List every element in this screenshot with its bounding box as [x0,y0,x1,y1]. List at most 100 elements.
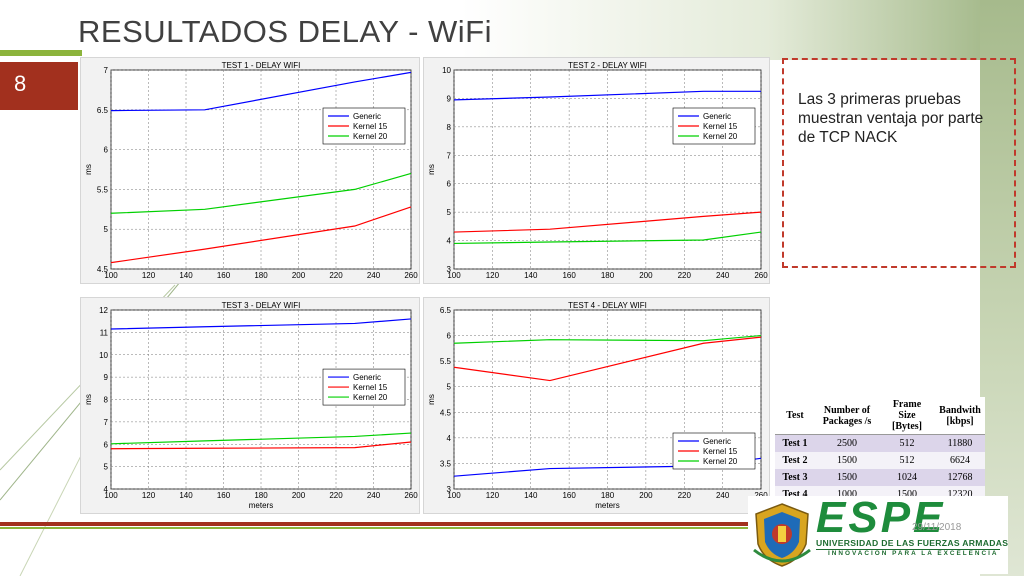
y-tick-label: 10 [99,351,108,360]
x-tick-label: 220 [678,271,692,280]
y-tick-label: 4.5 [440,408,452,417]
chart-title: TEST 2 - DELAY WIFI [568,61,647,70]
table-row: Test 1 2500 512 11880 [775,434,985,452]
y-tick-label: 4.5 [97,265,109,274]
series-line [110,432,412,445]
y-tick-label: 7 [447,151,452,160]
x-tick-label: 120 [486,271,500,280]
series-line [453,211,762,233]
y-tick-label: 12 [99,306,108,315]
x-tick-label: 160 [217,271,231,280]
legend-label: Kernel 15 [353,383,388,392]
legend-label: Generic [703,112,731,121]
y-axis-label: ms [84,394,93,405]
series-line [110,318,412,330]
table-cell: Test 3 [775,468,815,486]
title-accent-stripe [0,50,82,56]
x-tick-label: 120 [142,491,156,500]
x-tick-label: 120 [142,271,156,280]
legend-label: Kernel 20 [703,457,738,466]
x-tick-label: 220 [329,491,343,500]
x-tick-label: 260 [404,271,418,280]
x-tick-label: 160 [562,491,576,500]
x-axis-label: meters [249,501,273,510]
series-line [110,206,412,264]
y-tick-label: 3.5 [440,459,452,468]
table-cell: Test 2 [775,451,815,469]
header-background [0,0,1024,60]
chart-test-3: 100 120 140 160 180 200 220 240 260 4 5 6 7 8 9 10 11 12 T… [80,297,420,514]
right-decor-band [980,0,1024,576]
y-tick-label: 8 [104,396,109,405]
table-cell: 11880 [935,434,985,452]
y-axis-label: ms [84,164,93,175]
x-tick-label: 100 [104,491,118,500]
slide-number: 8 [0,62,78,110]
x-tick-label: 260 [754,491,768,500]
table-header-cell: Bandwith [kbps] [935,397,985,435]
y-tick-label: 8 [447,123,452,132]
logo-divider [816,549,1000,550]
y-tick-label: 5 [447,208,452,217]
logo-motto: INNOVACIÓN PARA LA EXCELENCIA [828,550,999,557]
x-tick-label: 240 [716,271,730,280]
table-cell: 12768 [935,468,985,486]
note-text: Las 3 primeras pruebas muestran ventaja … [798,91,984,146]
x-tick-label: 240 [716,491,730,500]
table-cell: 1500 [815,451,879,469]
x-tick-label: 180 [254,271,268,280]
y-tick-label: 6.5 [97,106,109,115]
x-tick-label: 100 [447,491,461,500]
y-tick-label: 6 [447,332,452,341]
series-line [453,336,762,382]
table-cell: 1024 [879,468,935,486]
legend-label: Generic [703,437,731,446]
y-tick-label: 5.5 [97,185,109,194]
x-tick-label: 220 [329,271,343,280]
y-tick-label: 5 [104,225,109,234]
y-tick-label: 10 [442,66,451,75]
x-tick-label: 200 [639,271,653,280]
x-tick-label: 160 [562,271,576,280]
x-tick-label: 240 [367,491,381,500]
x-tick-label: 180 [601,491,615,500]
table-row: Test 3 1500 1024 12768 [775,468,985,486]
y-tick-label: 4 [104,485,109,494]
series-line [110,71,412,112]
table-row: Test 2 1500 512 6624 [775,451,985,469]
y-tick-label: 5 [447,383,452,392]
x-tick-label: 140 [179,271,193,280]
table-cell: 512 [879,451,935,469]
x-tick-label: 220 [678,491,692,500]
series-line [453,334,762,344]
y-tick-label: 5.5 [440,357,452,366]
x-tick-label: 260 [754,271,768,280]
y-tick-label: 6 [447,180,452,189]
series-line [453,231,762,245]
table-cell: 512 [879,434,935,452]
legend-label: Generic [353,112,381,121]
slide-date: 29/11/2018 [912,522,962,533]
legend-label: Kernel 15 [703,447,738,456]
x-tick-label: 160 [217,491,231,500]
x-tick-label: 140 [524,491,538,500]
table-cell: 6624 [935,451,985,469]
table-cell: 2500 [815,434,879,452]
x-tick-label: 180 [601,271,615,280]
x-tick-label: 100 [447,271,461,280]
chart-title: TEST 3 - DELAY WIFI [222,301,301,310]
y-tick-label: 6 [104,146,109,155]
chart-title: TEST 4 - DELAY WIFI [568,301,647,310]
chart-test-4: 100 120 140 160 180 200 220 240 260 3 3.5 4 4.5 5 5.5 6… [423,297,770,514]
legend-label: Kernel 20 [353,132,388,141]
y-tick-label: 3 [447,265,452,274]
chart-test-2: 100 120 140 160 180 200 220 240 260 3 4 5 6 7 8 9 10 TEST… [423,57,770,284]
series-line [453,90,761,101]
table-cell: Test 1 [775,434,815,452]
y-tick-label: 4 [447,237,452,246]
legend-label: Kernel 20 [353,393,388,402]
x-tick-label: 100 [104,271,118,280]
legend-label: Kernel 15 [703,122,738,131]
y-tick-label: 11 [100,328,109,337]
y-tick-label: 9 [447,94,452,103]
